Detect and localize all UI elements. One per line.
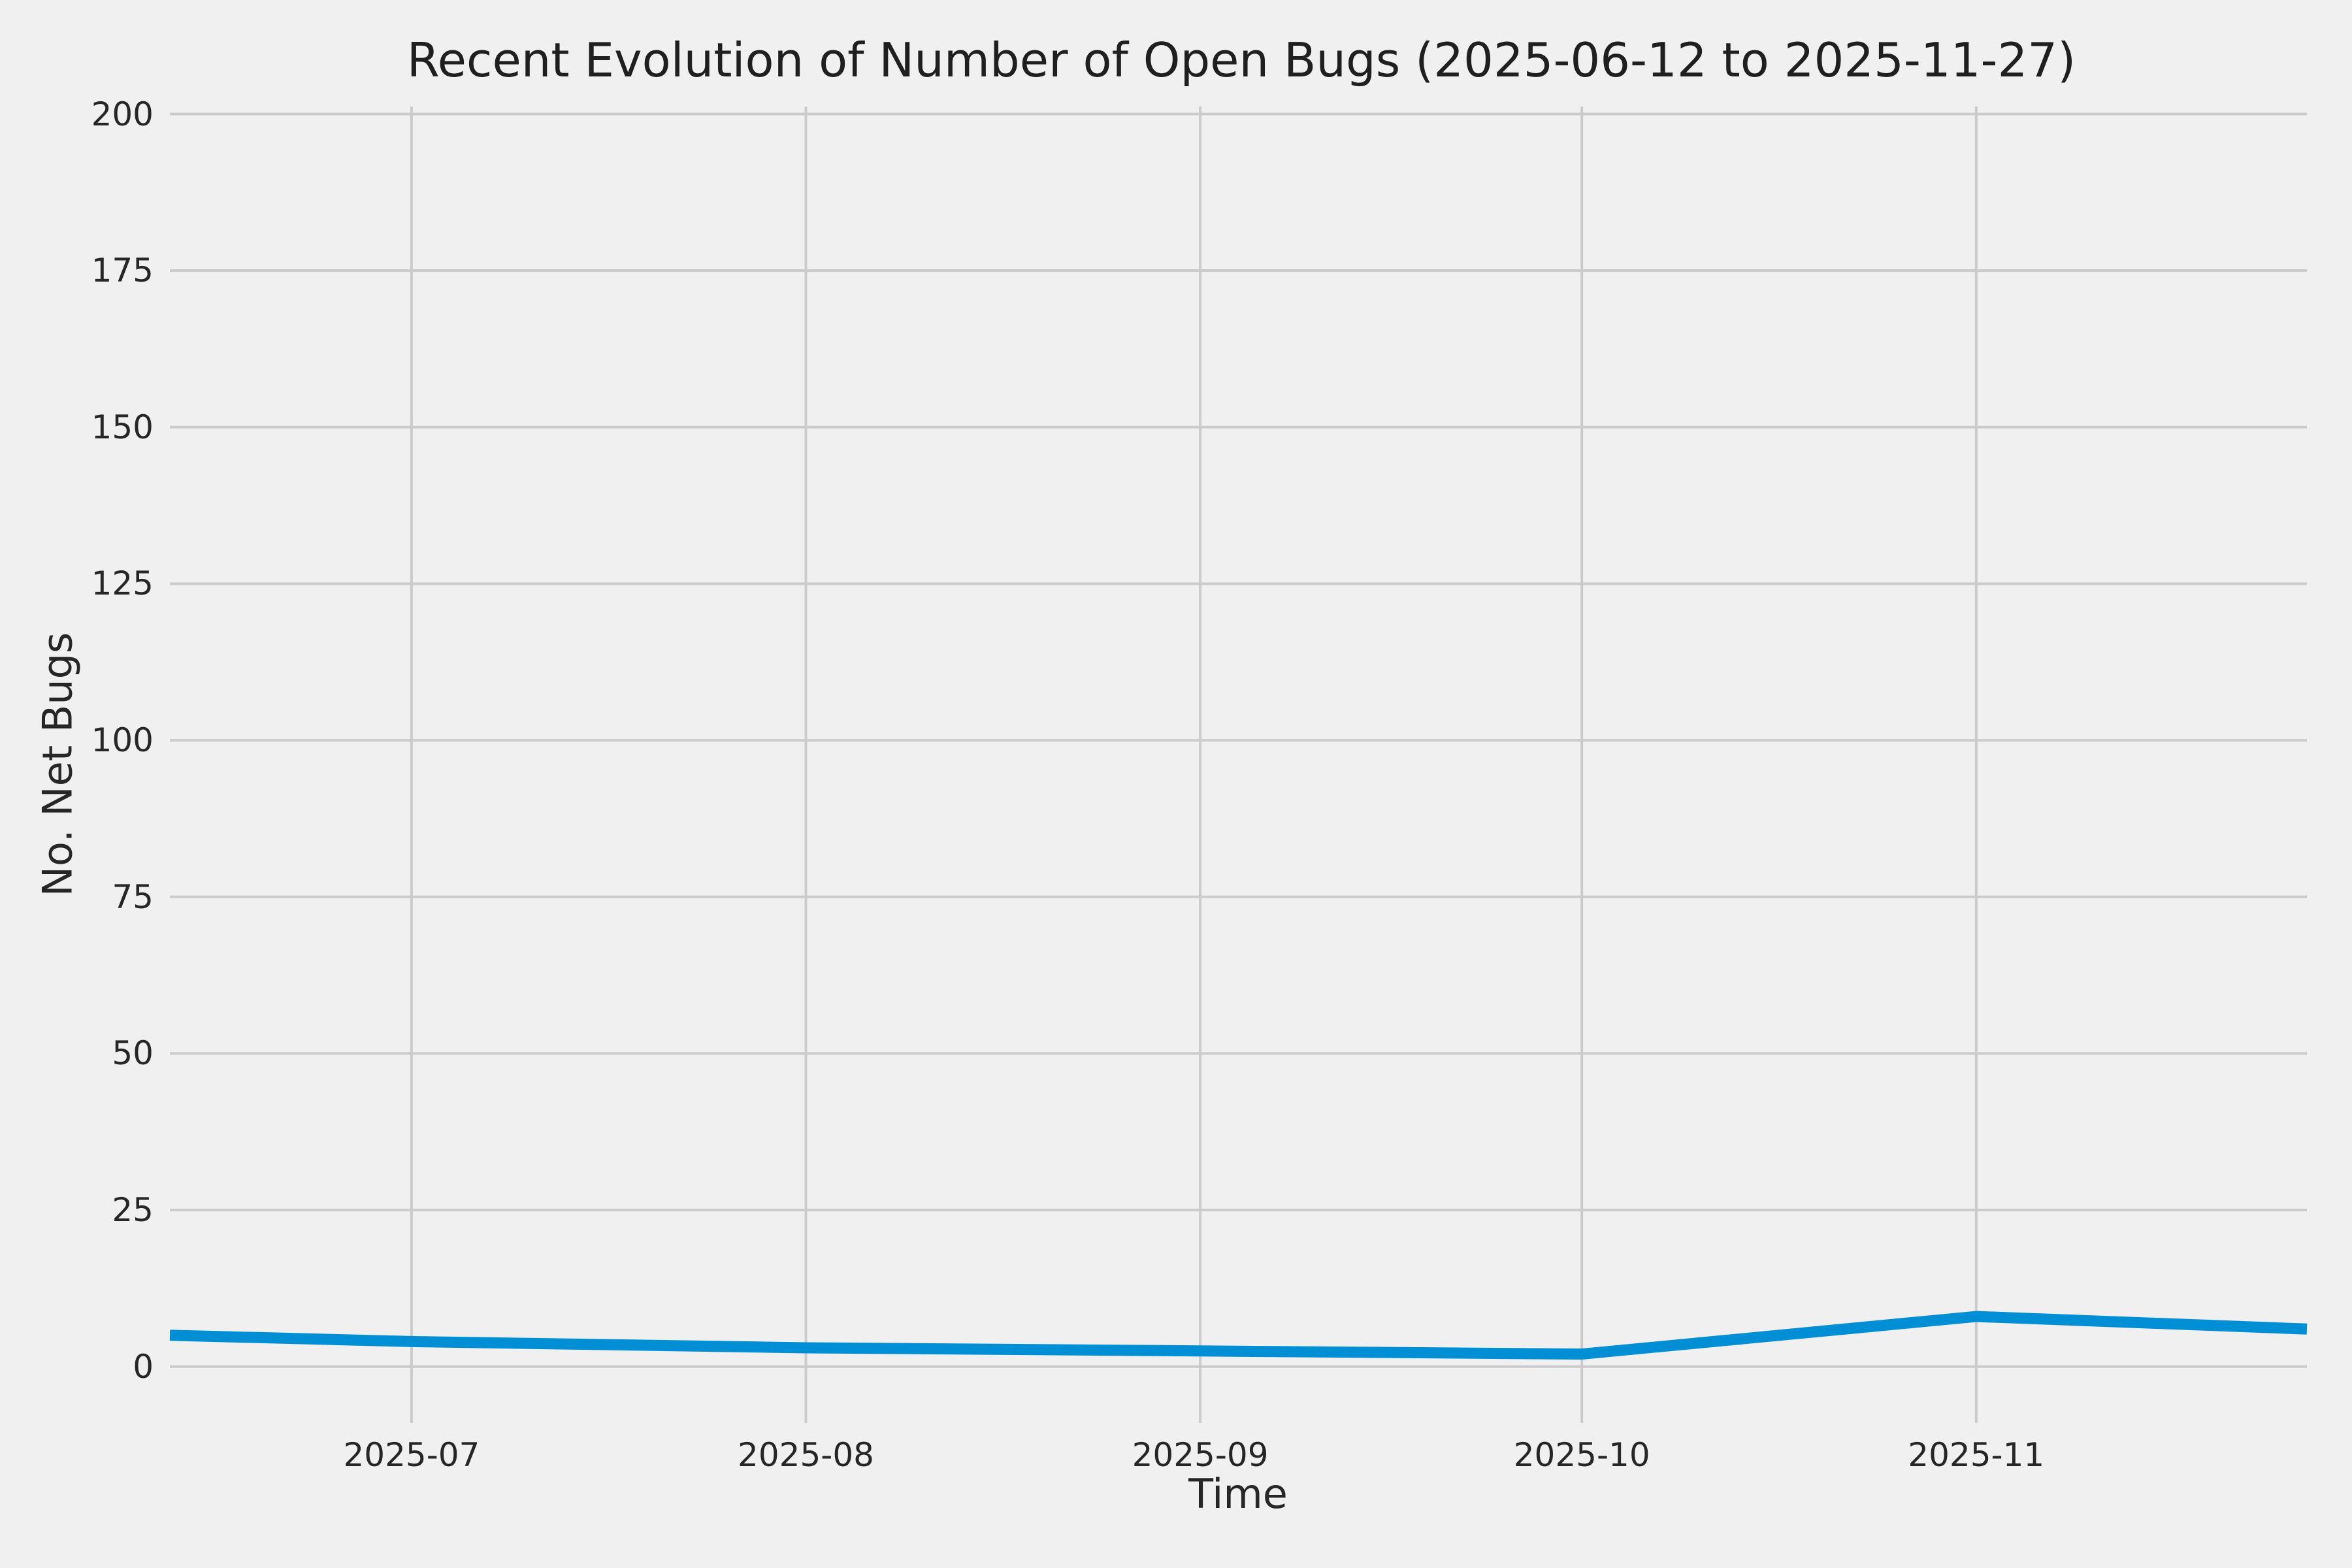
- y-tick-label: 50: [112, 1034, 154, 1073]
- y-tick-label: 25: [112, 1191, 154, 1230]
- y-tick-label: 150: [91, 408, 154, 446]
- y-tick-label: 125: [91, 564, 154, 603]
- open-bugs-trend-line: [169, 1311, 2308, 1360]
- y-tick-label: 100: [91, 721, 154, 760]
- y-tick-label: 75: [112, 877, 154, 916]
- chart-title: Recent Evolution of Number of Open Bugs …: [406, 33, 2076, 88]
- y-axis-label: No. Net Bugs: [33, 632, 82, 897]
- x-tick-label: 2025-09: [1132, 1436, 1269, 1474]
- x-tick-label: 2025-08: [738, 1436, 874, 1474]
- x-tick-label: 2025-07: [343, 1436, 480, 1474]
- y-tick-label: 175: [91, 252, 154, 290]
- y-tick-label: 200: [91, 95, 154, 133]
- x-tick-label: 2025-11: [1908, 1436, 2045, 1474]
- x-axis-label: Time: [1188, 1470, 1288, 1518]
- x-tick-label: 2025-10: [1513, 1436, 1650, 1474]
- y-tick-label: 0: [133, 1347, 154, 1386]
